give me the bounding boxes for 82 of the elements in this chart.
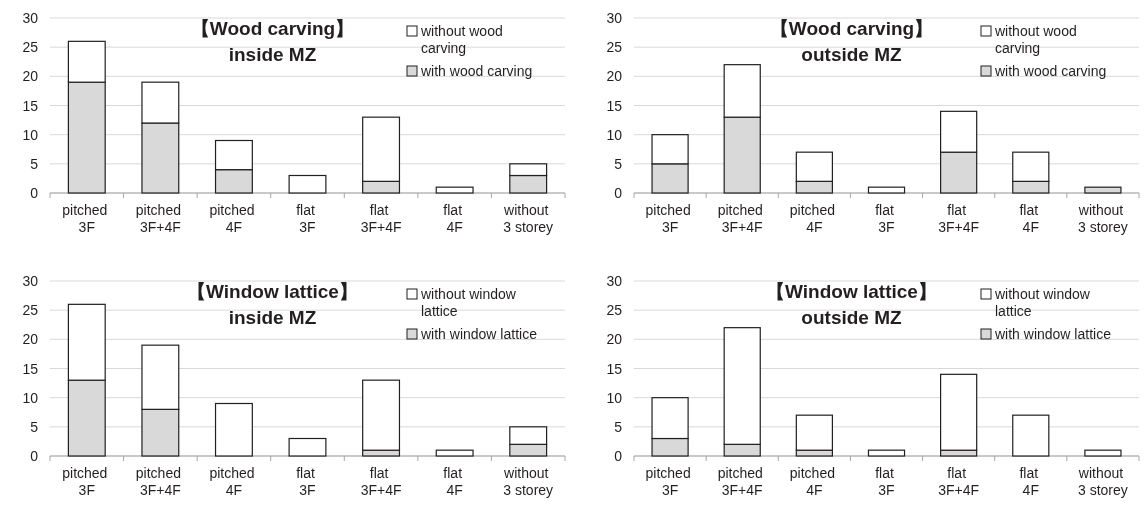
x-tick-label: pitched 3F+4F bbox=[717, 465, 767, 498]
x-tick-label: flat 4F bbox=[443, 202, 466, 235]
y-tick-label: 5 bbox=[30, 155, 39, 172]
text: inside MZ bbox=[228, 307, 317, 328]
text: outside MZ bbox=[801, 44, 903, 65]
bar bbox=[435, 449, 474, 457]
x-tick-label: pitched 3F bbox=[645, 202, 695, 235]
x-tick-label: flat 3F+4F bbox=[360, 465, 402, 498]
x-tick-label: without 3 storey bbox=[503, 465, 554, 498]
y-tick-label: 0 bbox=[30, 448, 39, 464]
bar bbox=[1012, 414, 1050, 457]
y-tick-label: 20 bbox=[22, 68, 39, 85]
y-tick-label: 15 bbox=[606, 360, 623, 377]
y-tick-label: 30 bbox=[22, 10, 39, 26]
x-tick-label: flat 3F bbox=[296, 465, 319, 498]
text: inside MZ bbox=[228, 44, 317, 65]
x-tick-label: pitched 4F bbox=[789, 202, 839, 235]
chart-title: 【Window lattice】 bbox=[766, 281, 937, 302]
x-tick-label: pitched 3F+4F bbox=[717, 202, 767, 235]
text: outside MZ bbox=[801, 307, 903, 328]
y-tick-label: 5 bbox=[30, 418, 39, 435]
x-tick-label: flat 3F bbox=[875, 465, 898, 498]
y-tick-label: 15 bbox=[22, 97, 39, 114]
y-tick-label: 20 bbox=[606, 331, 623, 348]
y-tick-label: 10 bbox=[606, 126, 623, 143]
bar bbox=[1084, 449, 1122, 457]
y-tick-label: 25 bbox=[22, 302, 39, 319]
y-tick-label: 0 bbox=[614, 448, 623, 464]
chart-title: 【Wood carving】 bbox=[190, 18, 355, 39]
x-tick-label: without 3 storey bbox=[1077, 465, 1128, 498]
y-tick-label: 0 bbox=[30, 185, 39, 201]
y-tick-label: 30 bbox=[22, 273, 39, 289]
legend-label: with window lattice bbox=[994, 326, 1112, 342]
x-tick-label: pitched 4F bbox=[789, 465, 839, 498]
chart-title: 【Window lattice】 bbox=[187, 281, 358, 302]
y-tick-label: 20 bbox=[22, 331, 39, 348]
legend-label: without wood carving bbox=[994, 23, 1081, 56]
legend-label: without window lattice bbox=[420, 286, 520, 319]
y-tick-label: 15 bbox=[606, 97, 623, 114]
x-tick-label: flat 3F+4F bbox=[938, 202, 980, 235]
x-tick-label: pitched 4F bbox=[209, 465, 259, 498]
bar bbox=[214, 402, 253, 457]
x-tick-label: pitched 3F+4F bbox=[135, 202, 185, 235]
y-tick-label: 10 bbox=[22, 389, 39, 406]
bar bbox=[288, 437, 327, 457]
bar bbox=[867, 186, 906, 194]
x-tick-label: flat 3F+4F bbox=[360, 202, 402, 235]
bar bbox=[288, 174, 327, 194]
x-tick-label: pitched 3F bbox=[62, 202, 112, 235]
y-tick-label: 30 bbox=[606, 273, 623, 289]
x-tick-label: flat 4F bbox=[443, 465, 466, 498]
legend-label: with window lattice bbox=[420, 326, 538, 342]
y-tick-label: 5 bbox=[614, 155, 623, 172]
legend-label: with wood carving bbox=[420, 63, 533, 79]
y-tick-label: 10 bbox=[606, 389, 623, 406]
y-tick-label: 5 bbox=[614, 418, 623, 435]
x-tick-label: flat 4F bbox=[1019, 202, 1043, 235]
y-tick-label: 25 bbox=[606, 39, 623, 56]
y-tick-label: 0 bbox=[614, 185, 623, 201]
legend-label: with wood carving bbox=[994, 63, 1107, 79]
y-tick-label: 10 bbox=[22, 126, 39, 143]
bar bbox=[435, 186, 474, 194]
y-tick-label: 30 bbox=[606, 10, 623, 26]
y-tick-label: 15 bbox=[22, 360, 39, 377]
x-tick-label: pitched 4F bbox=[209, 202, 259, 235]
y-tick-label: 25 bbox=[606, 302, 623, 319]
chart-title: 【Wood carving】 bbox=[769, 18, 934, 39]
legend-label: without window lattice bbox=[994, 286, 1094, 319]
x-tick-label: without 3 storey bbox=[1077, 202, 1128, 235]
bar bbox=[1084, 186, 1122, 194]
x-tick-label: flat 3F bbox=[296, 202, 319, 235]
x-tick-label: pitched 3F+4F bbox=[135, 465, 185, 498]
bar bbox=[867, 449, 906, 457]
y-tick-label: 25 bbox=[22, 39, 39, 56]
x-tick-label: flat 3F bbox=[875, 202, 898, 235]
x-tick-label: without 3 storey bbox=[503, 202, 554, 235]
x-tick-label: pitched 3F bbox=[62, 465, 112, 498]
x-tick-label: pitched 3F bbox=[645, 465, 695, 498]
y-tick-label: 20 bbox=[606, 68, 623, 85]
legend-label: without wood carving bbox=[420, 23, 507, 56]
x-tick-label: flat 4F bbox=[1019, 465, 1043, 498]
x-tick-label: flat 3F+4F bbox=[938, 465, 980, 498]
